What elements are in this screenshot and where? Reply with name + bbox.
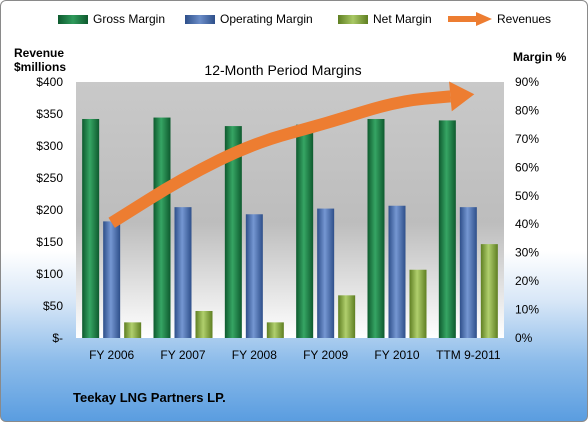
right-tick-label: 70%: [515, 132, 539, 146]
legend-item-operating-margin: Operating Margin: [185, 12, 313, 26]
bar-net-margin: [266, 322, 284, 338]
legend: Gross Margin Operating Margin Net Margin…: [1, 12, 587, 28]
bar-net-margin: [409, 269, 427, 338]
right-tick-label: 10%: [515, 303, 539, 317]
right-tick-label: 50%: [515, 189, 539, 203]
bar-gross-margin: [367, 118, 385, 338]
right-tick-label: 60%: [515, 160, 539, 174]
bar-gross-margin: [153, 117, 171, 338]
left-tick-label: $250: [36, 171, 63, 185]
left-tick-label: $50: [43, 299, 63, 313]
right-tick-label: 20%: [515, 274, 539, 288]
bar-operating-margin: [245, 214, 263, 338]
left-tick-label: $300: [36, 139, 63, 153]
legend-label-net-margin: Net Margin: [373, 12, 432, 26]
bar-net-margin: [480, 244, 498, 338]
right-tick-label: 90%: [515, 75, 539, 89]
right-tick-label: 0%: [515, 331, 533, 345]
left-tick-label: $100: [36, 267, 63, 281]
right-tick-label: 80%: [515, 103, 539, 117]
company-name: Teekay LNG Partners LP.: [73, 390, 226, 405]
bar-operating-margin: [317, 208, 335, 338]
left-tick-label: $350: [36, 107, 63, 121]
category-label: FY 2006: [89, 348, 134, 362]
category-label: FY 2008: [232, 348, 277, 362]
bar-gross-margin: [438, 120, 456, 339]
right-axis-title: Margin %: [513, 50, 567, 64]
category-label: FY 2010: [374, 348, 419, 362]
legend-swatch-net-margin: [338, 14, 368, 24]
right-tick-label: 30%: [515, 246, 539, 260]
revenues-arrowhead: [449, 81, 475, 112]
bar-net-margin: [124, 322, 142, 338]
legend-label-gross-margin: Gross Margin: [93, 12, 166, 26]
right-tick-label: 40%: [515, 217, 539, 231]
bar-operating-margin: [174, 207, 192, 338]
legend-swatch-operating-margin: [185, 14, 215, 24]
category-label: TTM 9-2011: [436, 348, 501, 362]
legend-arrow-icon: [448, 12, 492, 26]
bar-operating-margin: [103, 221, 121, 338]
legend-label-operating-margin: Operating Margin: [220, 12, 313, 26]
chart-title: 12-Month Period Margins: [204, 62, 361, 78]
plot-area: [76, 82, 504, 338]
legend-item-net-margin: Net Margin: [338, 12, 432, 26]
left-axis-title-line1: Revenue: [14, 46, 65, 60]
left-tick-label: $-: [52, 331, 63, 345]
bar-gross-margin: [296, 124, 314, 339]
bar-gross-margin: [224, 126, 242, 338]
left-axis-title: Revenue $millions: [14, 46, 66, 74]
bar-operating-margin: [459, 207, 477, 338]
bar-gross-margin: [82, 118, 100, 338]
legend-item-revenues: Revenues: [448, 12, 551, 26]
legend-swatch-gross-margin: [58, 14, 88, 24]
revenues-line: [108, 90, 451, 228]
legend-label-revenues: Revenues: [497, 12, 552, 26]
legend-item-gross-margin: Gross Margin: [58, 12, 165, 26]
left-tick-label: $150: [36, 235, 63, 249]
left-tick-label: $200: [36, 203, 63, 217]
left-tick-label: $400: [36, 75, 63, 89]
left-axis-title-line2: $millions: [14, 60, 67, 74]
bar-operating-margin: [388, 205, 406, 338]
category-label: FY 2009: [303, 348, 348, 362]
category-label: FY 2007: [160, 348, 205, 362]
bar-net-margin: [338, 295, 356, 338]
bar-net-margin: [195, 310, 213, 338]
